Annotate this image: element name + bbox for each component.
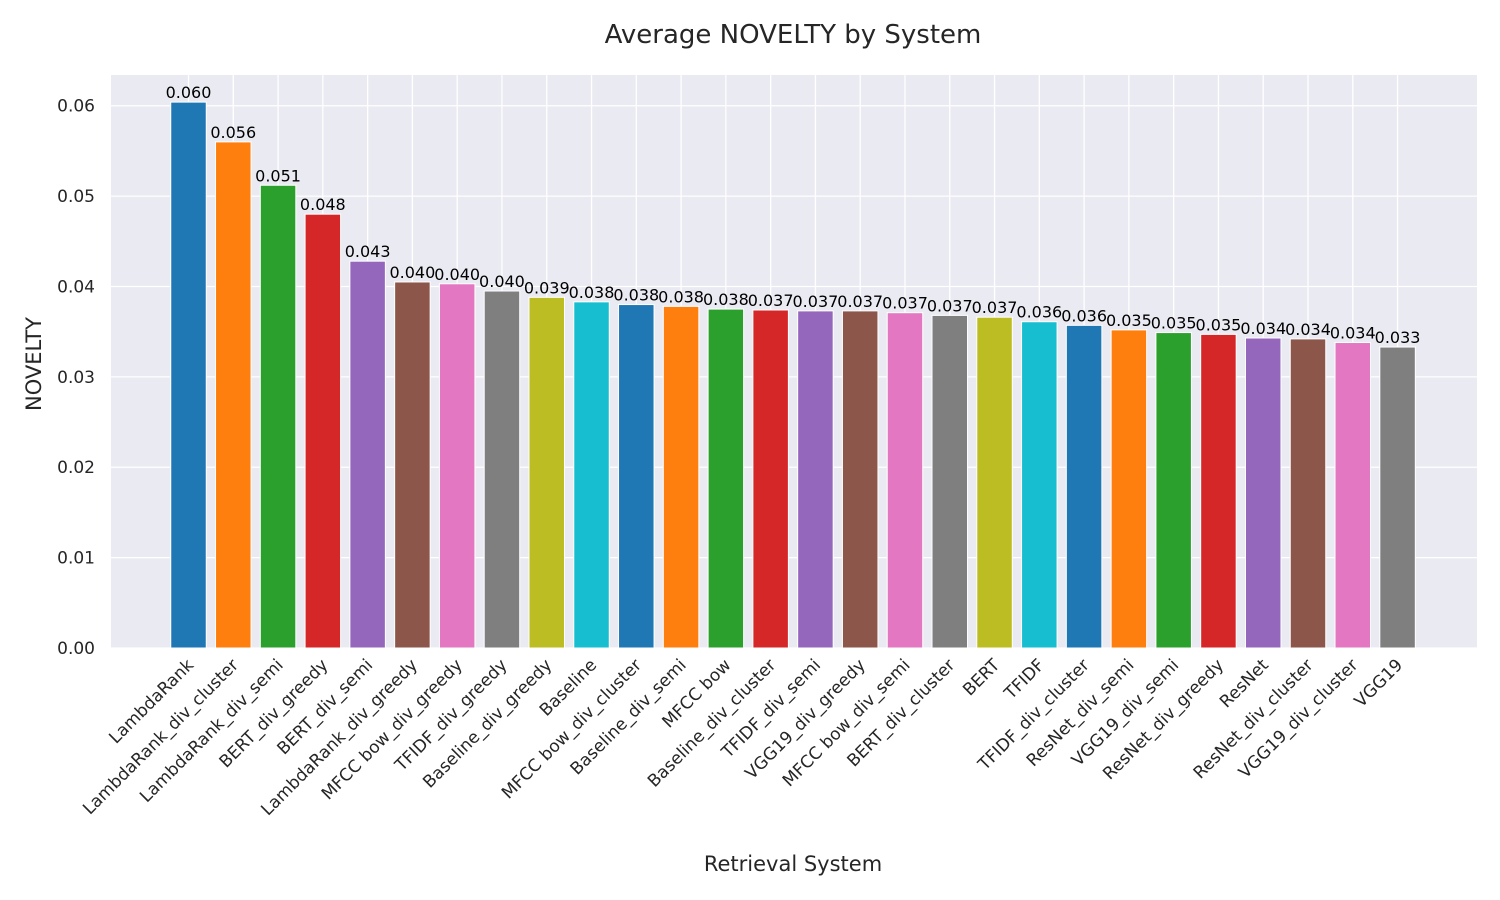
bar-value-label: 0.038 bbox=[569, 283, 615, 302]
bar-tfidf-div-cluster bbox=[1065, 324, 1103, 649]
bar-value-label: 0.037 bbox=[882, 294, 928, 313]
x-axis-label: Retrieval System bbox=[704, 852, 882, 876]
y-tick-label: 0.04 bbox=[57, 277, 95, 297]
y-tick-label: 0.06 bbox=[57, 97, 95, 117]
bar-baseline-div-semi bbox=[662, 305, 700, 649]
bar-value-label: 0.037 bbox=[972, 298, 1018, 317]
bar-value-label: 0.035 bbox=[1196, 315, 1242, 334]
bar-lambdarank bbox=[170, 101, 207, 649]
bar-resnet-div-cluster bbox=[1289, 338, 1327, 649]
data-labels: 0.0600.0560.0510.0480.0430.0400.0400.040… bbox=[166, 83, 1421, 347]
y-axis-ticks: 0.00 0.01 0.02 0.03 0.04 0.05 0.06 bbox=[57, 97, 95, 659]
y-tick-label: 0.01 bbox=[57, 549, 95, 569]
bar-vgg19-div-greedy bbox=[841, 310, 879, 649]
bar-vgg19-div-cluster bbox=[1334, 342, 1372, 649]
y-tick-label: 0.03 bbox=[57, 368, 95, 388]
bar-mfcc-bow bbox=[707, 308, 745, 649]
bar-value-label: 0.056 bbox=[210, 123, 256, 142]
bar-lambdarank-div-semi bbox=[259, 184, 297, 649]
bar-tfidf bbox=[1021, 321, 1058, 649]
bar-value-label: 0.048 bbox=[300, 195, 346, 214]
bar-tfidf-div-greedy bbox=[483, 290, 521, 649]
bar-value-label: 0.038 bbox=[613, 286, 659, 305]
bar-lambdarank-div-greedy bbox=[394, 281, 431, 649]
bar-mfcc-bow-div-semi bbox=[886, 312, 924, 649]
bar-value-label: 0.037 bbox=[837, 292, 883, 311]
bar-bert-div-semi bbox=[349, 260, 386, 649]
chart-title: Average NOVELTY by System bbox=[605, 20, 982, 50]
bar-bert-div-greedy bbox=[304, 213, 342, 649]
bar-lambdarank-div-cluster bbox=[215, 141, 252, 649]
bar-value-label: 0.034 bbox=[1240, 319, 1286, 338]
x-axis-ticks: LambdaRankLambdaRank_div_clusterLambdaRa… bbox=[79, 655, 1407, 820]
y-tick-label: 0.00 bbox=[57, 639, 95, 659]
y-tick-label: 0.05 bbox=[57, 187, 95, 207]
bar-value-label: 0.039 bbox=[524, 278, 570, 297]
bar-mfcc-bow-div-greedy bbox=[438, 283, 476, 649]
bar-mfcc-bow-div-cluster bbox=[618, 304, 655, 649]
bar-value-label: 0.060 bbox=[166, 83, 212, 102]
bar-baseline-div-greedy bbox=[528, 296, 565, 649]
bar-value-label: 0.037 bbox=[927, 296, 973, 315]
bar-value-label: 0.037 bbox=[793, 292, 839, 311]
bar-value-label: 0.040 bbox=[479, 272, 525, 291]
bar-baseline-div-cluster bbox=[752, 309, 789, 649]
bar-vgg19-div-semi bbox=[1155, 332, 1192, 649]
bar-resnet bbox=[1244, 337, 1282, 649]
bar-value-label: 0.038 bbox=[658, 287, 704, 306]
bars bbox=[170, 101, 1416, 649]
y-axis-label: NOVELTY bbox=[22, 317, 46, 411]
bar-value-label: 0.034 bbox=[1285, 320, 1331, 339]
bar-value-label: 0.033 bbox=[1375, 328, 1421, 347]
bar-value-label: 0.051 bbox=[255, 166, 301, 185]
bar-bert-div-cluster bbox=[931, 314, 969, 649]
bar-tfidf-div-semi bbox=[797, 310, 834, 649]
bar-value-label: 0.035 bbox=[1151, 314, 1197, 333]
bar-baseline bbox=[573, 301, 610, 649]
bar-bert bbox=[976, 316, 1013, 649]
bar-resnet-div-greedy bbox=[1200, 333, 1237, 649]
x-tick-label: BERT bbox=[959, 655, 1004, 700]
bar-value-label: 0.038 bbox=[703, 290, 749, 309]
bar-value-label: 0.035 bbox=[1106, 311, 1152, 330]
y-tick-label: 0.02 bbox=[57, 458, 95, 478]
bar-value-label: 0.036 bbox=[1016, 303, 1062, 322]
bar-resnet-div-semi bbox=[1110, 329, 1148, 649]
bar-value-label: 0.040 bbox=[434, 265, 480, 284]
bar-value-label: 0.037 bbox=[748, 291, 794, 310]
x-tick-label: VGG19 bbox=[1351, 655, 1407, 711]
bar-value-label: 0.036 bbox=[1061, 306, 1107, 325]
bar-value-label: 0.034 bbox=[1330, 324, 1376, 343]
bar-value-label: 0.043 bbox=[345, 242, 391, 261]
bar-value-label: 0.040 bbox=[389, 263, 435, 282]
bar-vgg19 bbox=[1379, 346, 1416, 649]
